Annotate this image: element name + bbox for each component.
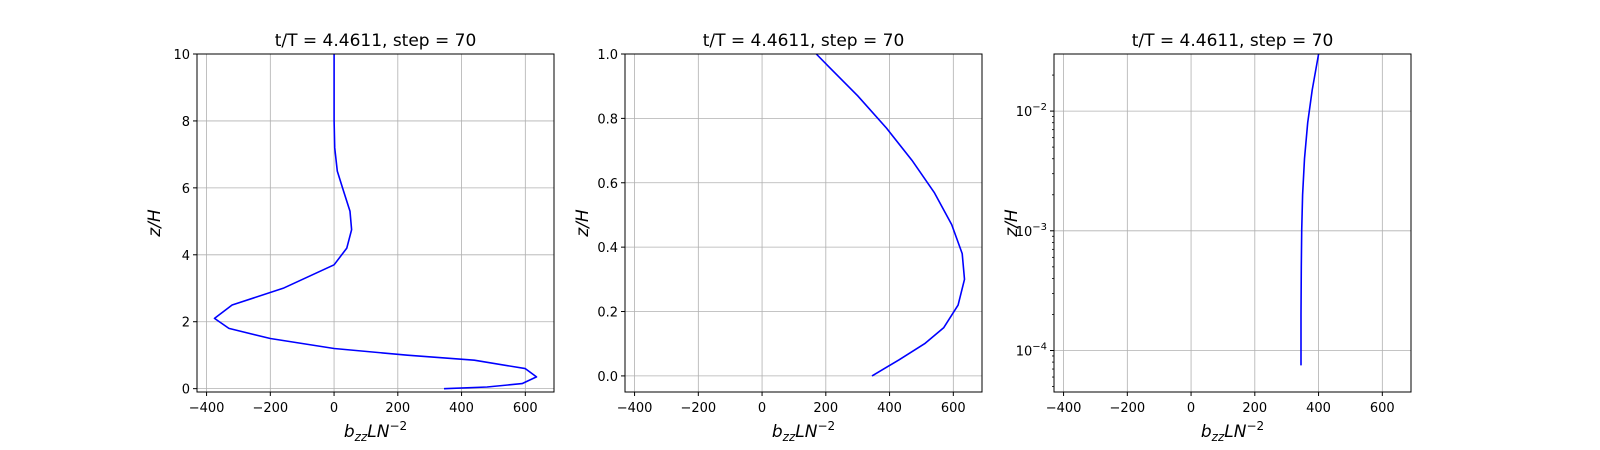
x-tick-label: 600 [513,401,538,416]
subplot-title: t/T = 4.4611, step = 70 [275,31,477,51]
x-tick-label: 0 [330,401,338,416]
series-line-1 [213,54,538,390]
x-tick-label: 200 [385,401,410,416]
y-tick-label: 0.8 [597,112,618,127]
x-tick-label: 400 [449,401,474,416]
series-line-1 [1300,53,1320,366]
y-tick-label: 4 [182,249,190,264]
x-label-superscript: −2 [817,419,835,433]
x-tick-label: 600 [941,401,966,416]
y-tick-label: 0.0 [597,370,618,385]
y-axis-label: z/H [1002,209,1022,238]
x-label-base: b [772,422,783,442]
y-tick-label-exponent: −2 [1032,102,1047,113]
y-tick-label: 0.4 [597,241,618,256]
y-tick-label: 0.6 [597,177,618,192]
x-tick-label: −200 [252,401,288,416]
axes-frame [624,53,983,393]
x-tick-label: −200 [680,401,716,416]
subplot-title: t/T = 4.4611, step = 70 [1132,31,1334,51]
subplot-2: −400 −200 0 200 400 600 0.0 0.2 0.4 0.6 0.8 1.0 t/T … [573,31,983,444]
x-tick-label: 200 [1242,401,1267,416]
x-label-subscript: zz [1211,430,1225,444]
x-axis-label: bzzLN−2 [772,419,835,444]
x-label-base: b [344,422,355,442]
subplot-1: −400 −200 0 200 400 600 0 2 4 6 8 10 t/T = 4.4611, s… [145,31,555,444]
x-tick-label: 200 [813,401,838,416]
y-tick-label: 10 [173,48,190,63]
y-tick-label-base: 10 [1016,225,1033,240]
x-tick-label: −400 [1046,401,1082,416]
y-tick-label-base: 10 [1016,105,1033,120]
y-tick-label: 6 [182,182,190,197]
x-tick-label: 600 [1370,401,1395,416]
x-label-superscript: −2 [1246,419,1264,433]
x-label-subscript: zz [782,430,796,444]
x-tick-label: 400 [1306,401,1331,416]
x-tick-label: 0 [1187,401,1195,416]
y-tick-label: 0.2 [597,306,618,321]
y-tick-label-base: 10 [1016,344,1033,359]
x-label-superscript: −2 [389,419,407,433]
x-label-base: b [1201,422,1212,442]
x-label-subscript: zz [354,430,368,444]
y-tick-label: 10−3 [1016,222,1047,240]
y-tick-label: 10−2 [1016,102,1047,120]
x-label-rest: LN [795,422,817,442]
y-tick-label-exponent: −3 [1032,222,1047,233]
y-tick-label: 2 [182,316,190,331]
y-tick-label: 8 [182,115,190,130]
y-tick-label-exponent: −4 [1032,341,1047,352]
x-tick-label: −400 [617,401,653,416]
x-axis-label: bzzLN−2 [1201,419,1264,444]
x-label-rest: LN [1224,422,1246,442]
axes-frame [196,53,555,393]
x-label-rest: LN [367,422,389,442]
y-tick-label: 0 [182,383,190,398]
x-axis-label: bzzLN−2 [344,419,407,444]
x-tick-label: −400 [189,401,225,416]
y-tick-label: 10−4 [1016,341,1047,359]
y-axis-label: z/H [573,209,593,238]
subplot-title: t/T = 4.4611, step = 70 [703,31,905,51]
x-tick-label: 0 [758,401,766,416]
x-tick-label: 400 [877,401,902,416]
y-tick-label: 1.0 [597,48,618,63]
y-axis-label: z/H [145,209,165,238]
series-line-1 [815,53,966,377]
x-tick-label: −200 [1109,401,1145,416]
axes-frame [1053,53,1412,393]
